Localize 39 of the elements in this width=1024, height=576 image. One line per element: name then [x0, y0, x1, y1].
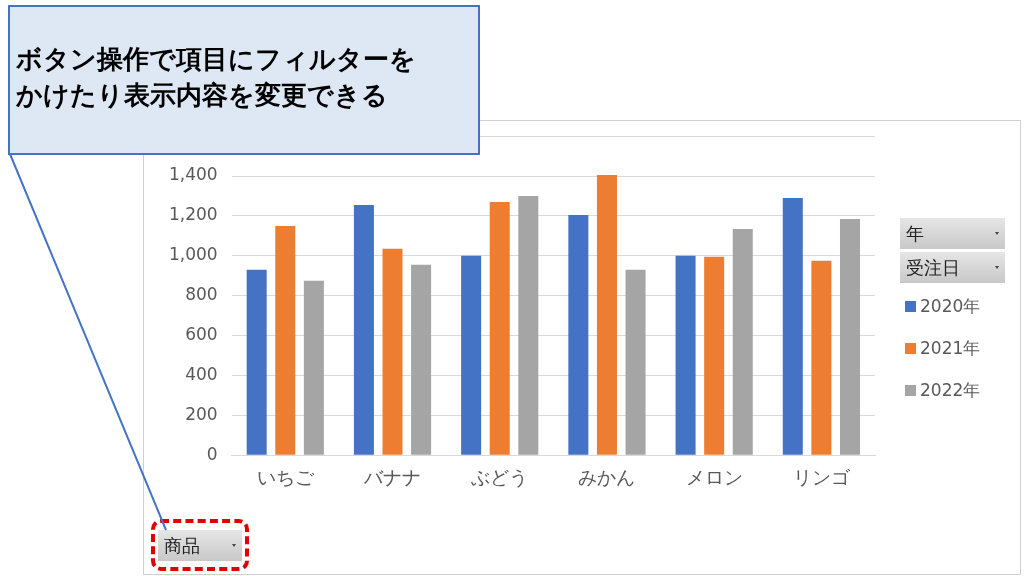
bar — [625, 269, 646, 455]
bar — [411, 264, 432, 455]
x-tick-label: いちご — [256, 465, 315, 488]
y-tick-label: 400 — [185, 363, 218, 384]
x-tick-label: バナナ — [363, 465, 421, 488]
x-tick-label: ぶどう — [471, 465, 529, 488]
y-tick-label: 200 — [185, 403, 218, 424]
bar — [303, 280, 324, 455]
text: ボタン操作で項目にフィルターをかけたり表示内容を変更できる — [16, 43, 417, 112]
y-tick-label: 800 — [185, 284, 218, 305]
bar — [839, 218, 860, 455]
bar — [246, 269, 267, 455]
bar — [461, 255, 482, 455]
legend-label: 2022年 — [920, 378, 981, 402]
y-tick-label: 1,200 — [169, 204, 218, 225]
bar — [382, 248, 403, 455]
bar — [596, 175, 617, 455]
bar — [353, 204, 374, 455]
bar — [732, 228, 753, 455]
y-tick-label: 600 — [185, 324, 218, 344]
text: 受注日 — [906, 255, 960, 280]
text: 商品 — [164, 533, 200, 558]
legend-label: 2020年 — [920, 294, 981, 318]
bar — [704, 256, 725, 455]
y-tick-label: 0 — [206, 443, 218, 464]
x-tick-label: メロン — [685, 465, 743, 488]
bar — [568, 214, 589, 455]
bar — [489, 201, 510, 455]
y-tick-label: 1,000 — [169, 244, 218, 265]
bar — [811, 260, 832, 455]
bar — [518, 196, 539, 455]
x-tick-label: リンゴ — [792, 465, 851, 488]
bar — [675, 255, 696, 455]
bar — [275, 225, 296, 455]
text: 年 — [906, 221, 924, 246]
bar — [782, 198, 803, 455]
y-tick-label: 1,400 — [169, 164, 218, 185]
x-tick-label: みかん — [578, 465, 636, 488]
legend-label: 2021年 — [920, 336, 981, 360]
